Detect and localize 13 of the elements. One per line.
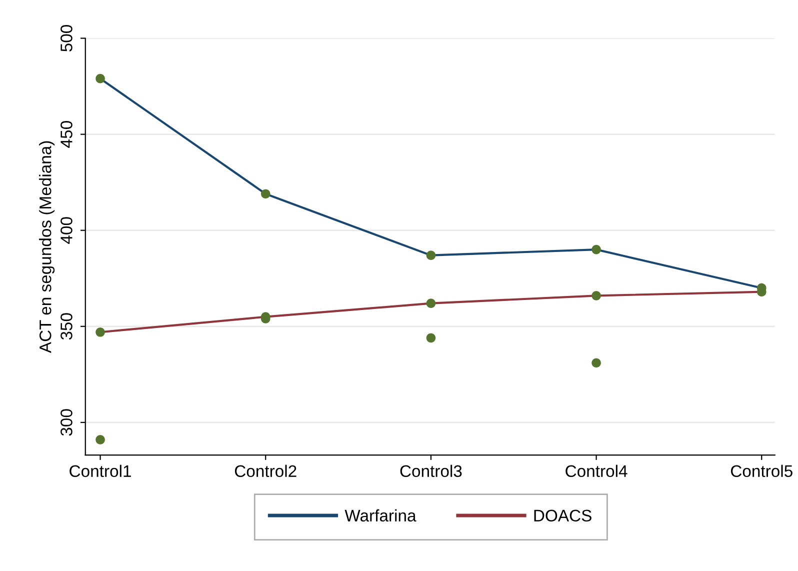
x-tick-label: Control4 [566, 464, 628, 478]
y-tick-label: 500 [60, 25, 72, 52]
x-tick-label: Control2 [234, 464, 296, 478]
y-tick-label: 400 [60, 217, 72, 244]
legend-label: Warfarina [344, 509, 416, 522]
legend-label: DOACS [534, 510, 592, 522]
x-tick-label: Control5 [730, 464, 792, 478]
y-axis-title: ACT en segundos (Mediana) [39, 141, 55, 354]
y-tick-label: 300 [60, 409, 72, 436]
x-tick-label: Control3 [400, 464, 462, 478]
y-tick-label: 450 [60, 121, 72, 148]
y-tick-label: 350 [60, 313, 72, 340]
x-tick-label: Control1 [70, 464, 131, 478]
